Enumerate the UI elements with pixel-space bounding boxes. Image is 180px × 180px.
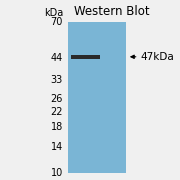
Text: 14: 14 — [51, 142, 63, 152]
Text: Western Blot: Western Blot — [74, 5, 149, 18]
Text: 26: 26 — [51, 94, 63, 104]
Text: 47kDa: 47kDa — [140, 52, 174, 62]
Text: 18: 18 — [51, 122, 63, 132]
Bar — [71, 55, 100, 59]
Text: 44: 44 — [51, 53, 63, 63]
Text: 70: 70 — [51, 17, 63, 27]
Text: 33: 33 — [51, 75, 63, 85]
Text: 10: 10 — [51, 168, 63, 178]
Text: 22: 22 — [51, 107, 63, 116]
Bar — [68, 22, 126, 173]
Text: kDa: kDa — [44, 8, 63, 18]
